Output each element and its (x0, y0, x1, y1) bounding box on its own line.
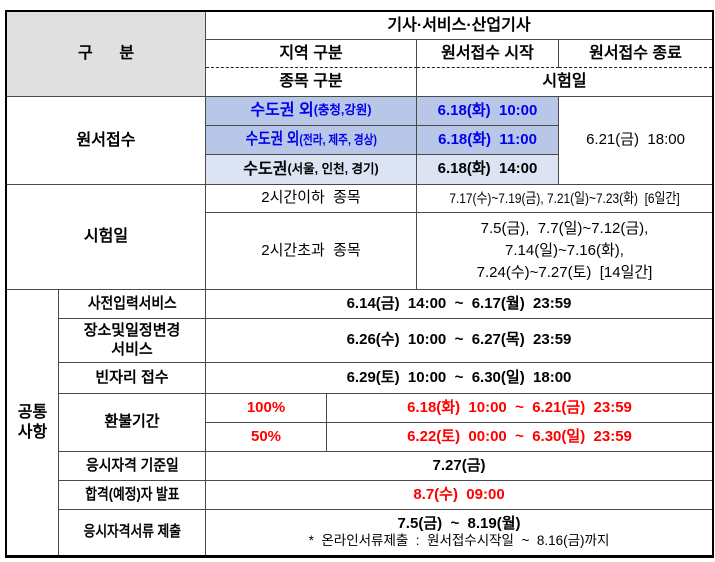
docs-label: 응시자격서류 제출 (83, 523, 181, 541)
header-category-label: 기사·서비스·산업기사 (387, 16, 531, 34)
label-pre-entry-service: 사전입력서비스 (59, 290, 206, 319)
header-cell-end: 원서접수 종료 (559, 40, 712, 68)
header-cell-category: 기사·서비스·산업기사 (206, 12, 712, 40)
start-time-cell-2: 6.18(화) 11:00 (417, 126, 559, 155)
dates-cell-over2h: 7.5(금), 7.7(일)~7.12(금), 7.14(일)~7.16(화),… (417, 213, 712, 290)
label-change-service: 장소및일정변경 서비스 (59, 319, 206, 363)
pre-entry-value: 6.14(금) 14:00 ~ 6.17(월) 23:59 (346, 294, 572, 312)
subject-cell-under2h: 2시간이하 종목 (206, 185, 417, 213)
header-cell-region: 지역 구분 (206, 40, 417, 68)
start-time-2: 6.18(화) 11:00 (438, 130, 537, 148)
value-pass-announcement: 8.7(수) 09:00 (206, 481, 712, 510)
header-gubun-label: 구 분 (77, 45, 135, 62)
docs-value-note: * 온라인서류제출 : 원서접수시작일 ~ 8.16(금)까지 (308, 533, 610, 549)
value-empty-seat: 6.29(토) 10:00 ~ 6.30(일) 18:00 (206, 363, 712, 394)
dates-over2h-line1: 7.5(금), 7.7(일)~7.12(금), (480, 220, 649, 238)
application-label: 원서접수 (76, 131, 136, 149)
refund-100-value: 6.18(화) 10:00 ~ 6.21(금) 23:59 (407, 398, 632, 416)
refund-pct-50: 50% (206, 423, 327, 452)
exam-schedule-table: 구 분 기사·서비스·산업기사 지역 구분 원서접수 시작 원서접수 종료 종목… (5, 10, 714, 558)
region-cell-capital: 수도권 (서울, 인천, 경기) (206, 155, 417, 185)
label-refund-period: 환불기간 (59, 394, 206, 452)
region-name: 수도권 외 (245, 131, 300, 148)
value-change-service: 6.26(수) 10:00 ~ 6.27(목) 23:59 (206, 319, 712, 363)
region-cell-non-capital-2: 수도권 외(전라, 제주, 경상) (206, 126, 417, 155)
empty-seat-label: 빈자리 접수 (95, 368, 169, 386)
empty-seat-value: 6.29(토) 10:00 ~ 6.30(일) 18:00 (346, 368, 572, 386)
refund-100-pct: 100% (246, 398, 286, 416)
dates-over2h-line3: 7.24(수)~7.27(토) [14일간] (476, 263, 653, 281)
value-document-submission: 7.5(금) ~ 8.19(월) * 온라인서류제출 : 원서접수시작일 ~ 8… (206, 510, 712, 555)
refund-label: 환불기간 (104, 413, 160, 431)
region-detail: (서울, 인천, 경기) (287, 161, 379, 176)
announce-label: 합격(예정)자 발표 (84, 485, 180, 503)
region-name: 수도권 (243, 160, 288, 178)
subject-cell-over2h: 2시간초과 종목 (206, 213, 417, 290)
dates-under2h: 7.17(수)~7.19(금), 7.21(일)~7.23(화) [6일간] (449, 189, 680, 206)
value-eligibility-base-date: 7.27(금) (206, 452, 712, 481)
region-detail: (충청,강원) (313, 103, 372, 118)
change-label-line1: 장소및일정변경 (83, 321, 181, 339)
docs-value-period: 7.5(금) ~ 8.19(월) (397, 514, 521, 532)
header-examday-label: 시험일 (542, 73, 587, 90)
start-time-3: 6.18(화) 14:00 (437, 160, 538, 178)
refund-value-100: 6.18(화) 10:00 ~ 6.21(금) 23:59 (327, 394, 712, 423)
pre-entry-label: 사전입력서비스 (87, 294, 177, 312)
start-time-cell-1: 6.18(화) 10:00 (417, 97, 559, 126)
region-name: 수도권 외 (250, 102, 314, 119)
label-document-submission: 응시자격서류 제출 (59, 510, 206, 555)
label-pass-announcement: 합격(예정)자 발표 (59, 481, 206, 510)
header-cell-subject: 종목 구분 (206, 68, 417, 97)
header-subject-label: 종목 구분 (279, 73, 343, 90)
dates-cell-under2h: 7.17(수)~7.19(금), 7.21(일)~7.23(화) [6일간] (417, 185, 712, 213)
refund-50-pct: 50% (250, 427, 282, 445)
announce-value: 8.7(수) 09:00 (413, 485, 505, 503)
base-date-label: 응시자격 기준일 (85, 456, 179, 474)
dates-over2h-line2: 7.14(일)~7.16(화), (505, 242, 624, 260)
start-time-cell-3: 6.18(화) 14:00 (417, 155, 559, 185)
refund-50-value: 6.22(토) 00:00 ~ 6.30(일) 23:59 (407, 427, 632, 445)
end-time-cell: 6.21(금) 18:00 (559, 97, 712, 185)
header-cell-examday: 시험일 (417, 68, 712, 97)
change-value: 6.26(수) 10:00 ~ 6.27(목) 23:59 (346, 331, 572, 349)
common-label-line2: 사항 (17, 423, 48, 441)
header-start-label: 원서접수 시작 (441, 44, 534, 62)
label-empty-seat: 빈자리 접수 (59, 363, 206, 394)
value-pre-entry-service: 6.14(금) 14:00 ~ 6.17(월) 23:59 (206, 290, 712, 319)
subject-under2h: 2시간이하 종목 (261, 189, 361, 207)
section-label-examdate: 시험일 (7, 185, 206, 290)
start-time-1: 6.18(화) 10:00 (437, 101, 538, 119)
examdate-label: 시험일 (83, 228, 129, 245)
refund-pct-100: 100% (206, 394, 327, 423)
subject-over2h: 2시간초과 종목 (261, 241, 361, 259)
header-cell-start: 원서접수 시작 (417, 40, 559, 68)
region-cell-non-capital-1: 수도권 외 (충청,강원) (206, 97, 417, 126)
refund-value-50: 6.22(토) 00:00 ~ 6.30(일) 23:59 (327, 423, 712, 452)
section-label-application: 원서접수 (7, 97, 206, 185)
header-end-label: 원서접수 종료 (589, 44, 682, 62)
end-time: 6.21(금) 18:00 (586, 131, 685, 149)
common-label-line1: 공통 (17, 403, 48, 421)
base-date-value: 7.27(금) (432, 456, 486, 474)
region-detail: (전라, 제주, 경상) (299, 133, 377, 147)
header-cell-gubun: 구 분 (7, 12, 206, 97)
change-label-line2: 서비스 (111, 340, 153, 358)
label-eligibility-base-date: 응시자격 기준일 (59, 452, 206, 481)
section-label-common: 공통 사항 (7, 290, 59, 555)
header-region-label: 지역 구분 (279, 44, 343, 62)
